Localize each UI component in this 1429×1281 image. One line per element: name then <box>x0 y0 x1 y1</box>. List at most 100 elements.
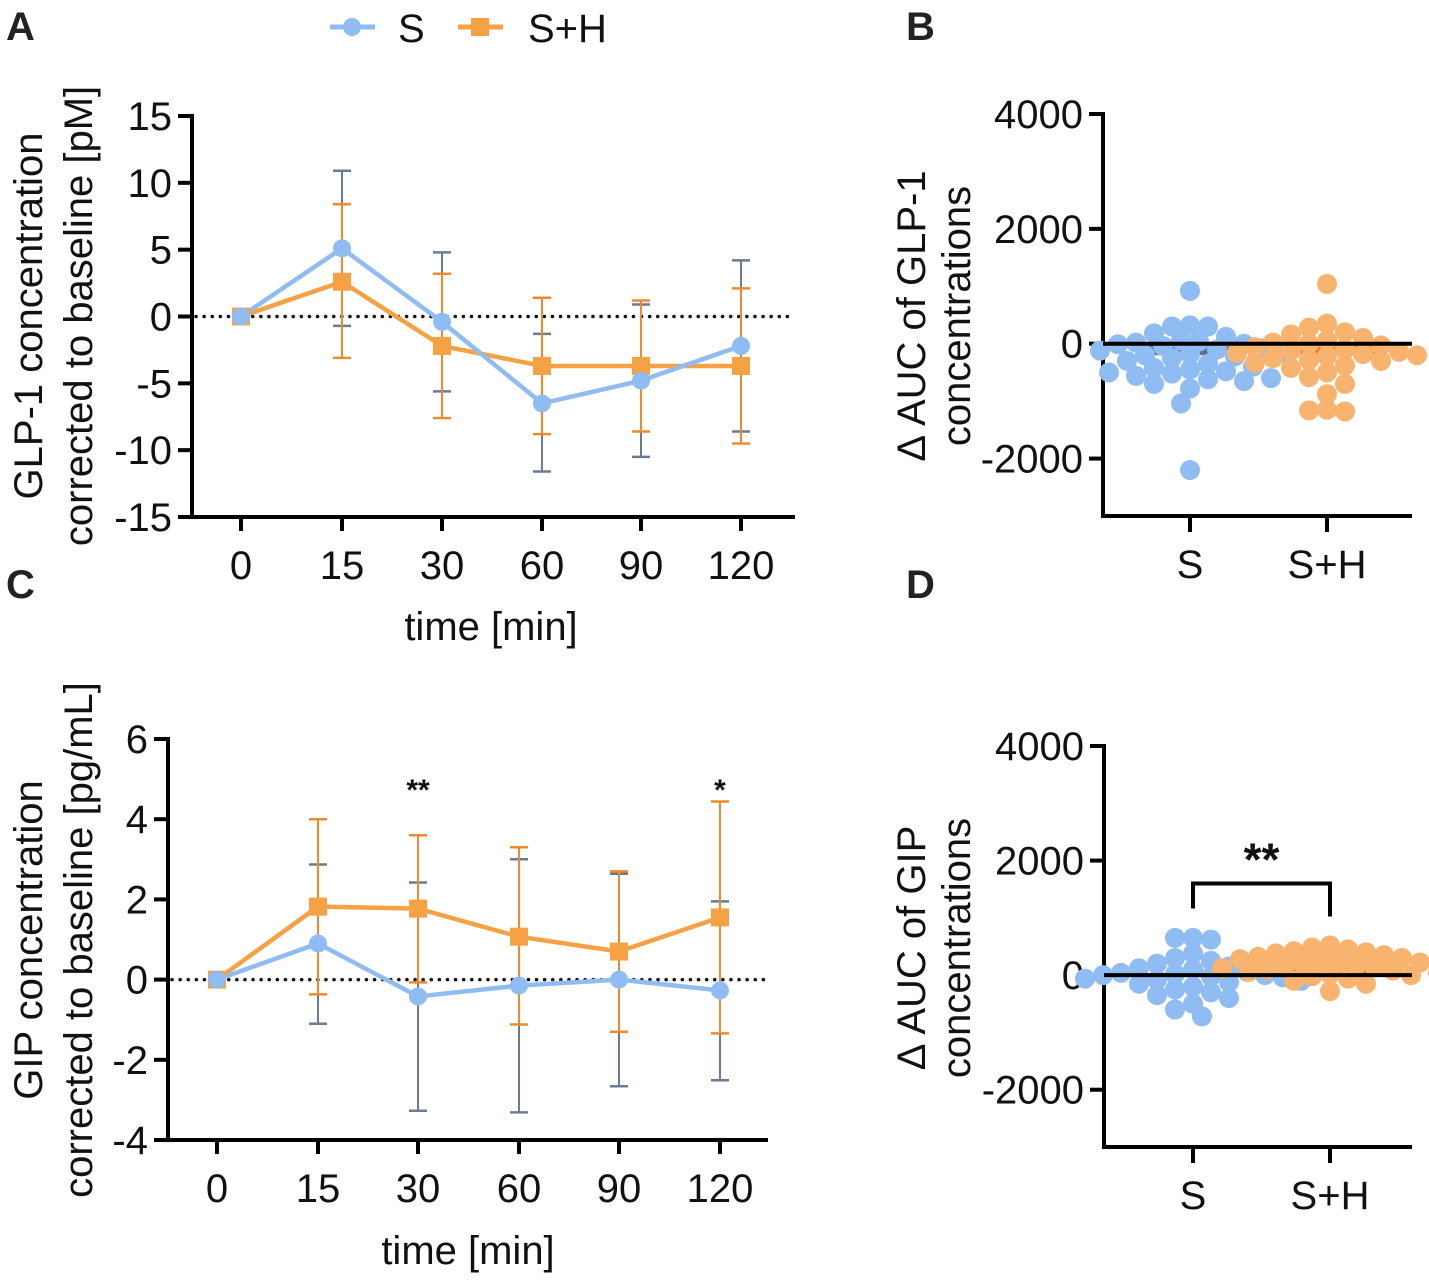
panel-a-point-s <box>533 394 551 413</box>
panel-b-ytick-label: -2000 <box>981 438 1083 482</box>
legend-sh-marker-icon <box>471 18 489 36</box>
panel-b-dot-sh <box>1335 322 1355 343</box>
panel-a-xtick-label: 0 <box>230 544 252 588</box>
panel-b-dot-sh <box>1245 352 1265 373</box>
panel-d-ylabel-line2: concentrations <box>935 818 979 1078</box>
panel-a-point-sh <box>433 336 451 355</box>
panel-b-dot-sh <box>1335 401 1355 422</box>
panel-a-ytick-label: 10 <box>128 162 173 206</box>
panel-b-dot-sh <box>1299 317 1319 338</box>
panel-b-dot-sh <box>1299 400 1319 421</box>
panel-a-point-sh <box>732 356 750 375</box>
panel-d-ytick-label: 0 <box>1062 954 1084 998</box>
panel-a-point-sh <box>533 356 551 375</box>
panel-b-dot-s <box>1180 460 1200 481</box>
panel-b-dot-sh <box>1371 350 1391 371</box>
panel-a-xtick-label: 30 <box>420 544 465 588</box>
panel-b-xtick-label: S <box>1177 543 1204 587</box>
panel-a-xtick-label: 15 <box>320 544 365 588</box>
panel-b-dot-s <box>1198 369 1218 390</box>
panel-d-dot-s <box>1219 988 1239 1009</box>
panel-c-xlabel: time [min] <box>381 1229 554 1273</box>
panel-a-xlabel: time [min] <box>404 605 577 649</box>
panel-c-significance-label: ** <box>406 774 430 807</box>
panel-d-dot-s <box>1111 962 1131 983</box>
panel-a-ytick-label: -10 <box>114 429 172 473</box>
panel-b-dot-sh <box>1317 362 1337 383</box>
panel-c-ytick-label: 6 <box>126 718 148 762</box>
panel-b-dot-sh <box>1263 348 1283 369</box>
panel-b-dot-s <box>1171 393 1191 414</box>
panel-b-dot-sh <box>1299 367 1319 388</box>
panel-a-point-s <box>732 336 750 355</box>
panel-a-xtick-label: 60 <box>520 544 565 588</box>
panel-c-point-s <box>711 981 729 1000</box>
panel-b-dot-s <box>1180 315 1200 336</box>
panel-a-ytick-label: -15 <box>114 496 172 540</box>
panel-b-dot-sh <box>1317 384 1337 405</box>
panel-letter-a: A <box>6 5 35 49</box>
panel-b-dot-sh <box>1281 324 1301 345</box>
panel-d-dot-s <box>1147 985 1167 1006</box>
panel-a-point-s <box>333 239 351 258</box>
panel-c-point-s <box>409 987 427 1006</box>
panel-b-dot-s <box>1126 365 1146 386</box>
panel-d-dot-sh <box>1275 955 1295 976</box>
panel-c-ytick-label: 2 <box>126 878 148 922</box>
panel-b-dot-s <box>1180 344 1200 365</box>
panel-c-point-s <box>309 934 327 953</box>
panel-d-dot-sh <box>1320 981 1340 1002</box>
panel-d-dot-s <box>1201 929 1221 950</box>
panel-d-dot-s <box>1183 927 1203 948</box>
panel-b-dot-sh <box>1389 341 1409 362</box>
panel-d-gip-auc: Δ AUC of GIP concentrations 4000 2000 0 -20… <box>890 725 1429 1218</box>
panel-a-point-s <box>632 371 650 390</box>
panel-a-point-s <box>232 307 250 326</box>
legend: S S+H <box>330 7 607 51</box>
panel-c-gip-timecourse: GIP concentration corrected to baseline … <box>7 682 770 1273</box>
panel-a-point-s <box>433 312 451 331</box>
panel-c-point-sh <box>309 897 327 916</box>
panel-c-ytick-label: 4 <box>126 798 148 842</box>
panel-c-point-s <box>208 970 226 989</box>
panel-c-point-s <box>510 976 528 995</box>
panel-c-xtick-label: 30 <box>396 1167 441 1211</box>
panel-d-dot-s <box>1165 999 1185 1020</box>
panel-b-dot-sh <box>1317 313 1337 334</box>
legend-sh-label: S+H <box>528 7 607 51</box>
panel-c-ytick-label: 0 <box>126 959 148 1003</box>
panel-b-dot-s <box>1216 361 1236 382</box>
panel-b-dot-sh <box>1407 345 1427 366</box>
panel-d-dot-sh <box>1383 960 1403 981</box>
panel-d-ylabel-line1: Δ AUC of GIP <box>890 826 934 1071</box>
panel-a-line-s <box>239 246 742 406</box>
panel-c-point-sh <box>610 942 628 961</box>
panel-c-xtick-label: 0 <box>206 1167 228 1211</box>
panel-c-ylabel-line1: GIP concentration <box>7 780 51 1099</box>
panel-b-dot-s <box>1162 363 1182 384</box>
panel-b-dot-s <box>1099 362 1119 383</box>
panel-b-dot-s <box>1162 348 1182 369</box>
panel-c-ylabel-line2: corrected to baseline [pg/mL] <box>57 682 101 1198</box>
panel-b-dot-s <box>1198 316 1218 337</box>
panel-c-line-sh <box>215 904 721 982</box>
panel-d-ytick-label: -2000 <box>982 1069 1084 1113</box>
panel-a-line-sh <box>240 279 741 369</box>
panel-letter-d: D <box>906 563 935 607</box>
panel-d-dot-s <box>1183 976 1203 997</box>
panel-d-dot-s <box>1129 973 1149 994</box>
panel-d-dot-s <box>1165 927 1185 948</box>
panel-b-dot-sh <box>1317 346 1337 367</box>
panel-c-point-s <box>610 970 628 989</box>
panel-d-xtick-label: S <box>1180 1174 1207 1218</box>
panel-c-xtick-label: 90 <box>597 1167 642 1211</box>
panel-a-ytick-label: 0 <box>150 296 172 340</box>
panel-b-dot-sh <box>1299 349 1319 370</box>
panel-a-glp1-timecourse: GLP-1 concentration corrected to baselin… <box>7 86 797 649</box>
panel-b-glp1-auc: Δ AUC of GLP-1 concentrations 4000 2000 0 -… <box>890 93 1427 587</box>
panel-d-ytick-label: 4000 <box>995 725 1084 769</box>
panel-b-ylabel-line2: concentrations <box>935 186 979 446</box>
panel-b-dot-sh <box>1317 399 1337 420</box>
panel-d-dot-s <box>1075 968 1095 989</box>
panel-a-ytick-label: 5 <box>150 229 172 273</box>
